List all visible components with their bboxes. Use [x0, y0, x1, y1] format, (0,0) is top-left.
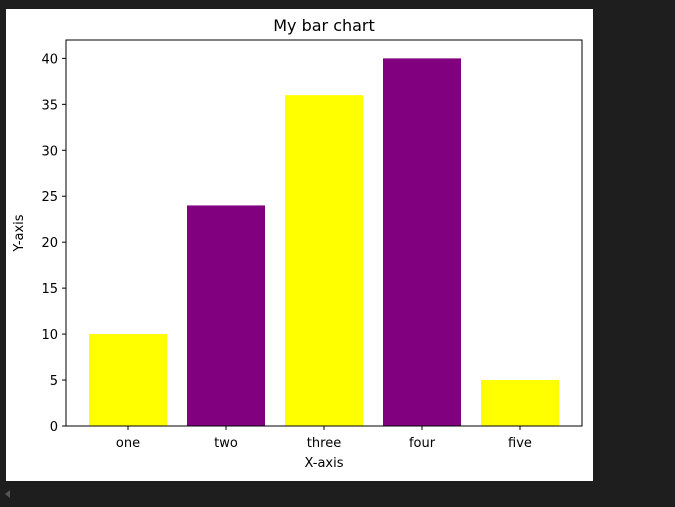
y-tick-label: 30	[41, 144, 58, 159]
bar-three	[285, 95, 363, 427]
x-tick-label: five	[508, 436, 532, 451]
bars-group	[89, 58, 559, 427]
y-tick-label: 25	[41, 190, 58, 205]
x-axis-ticks: one two three four five	[116, 426, 532, 451]
bar-one	[89, 334, 167, 426]
y-tick-label: 20	[41, 236, 58, 251]
y-tick-label: 15	[41, 282, 58, 297]
x-tick-label: two	[214, 436, 238, 451]
y-tick-label: 40	[41, 52, 58, 67]
scroll-left-icon[interactable]	[5, 490, 10, 498]
y-tick-label: 5	[50, 374, 58, 389]
bar-five	[481, 380, 559, 426]
bar-four	[383, 58, 461, 426]
chart-title: My bar chart	[273, 16, 375, 35]
x-tick-label: one	[116, 436, 140, 451]
y-axis-ticks: 0 5 10 15 20 25 30 35 40	[41, 52, 66, 435]
chart-figure: My bar chart 0 5 10 15 20 25 30 35 40 one two thre…	[6, 9, 593, 481]
y-tick-label: 0	[50, 420, 58, 435]
y-tick-label: 10	[41, 328, 58, 343]
x-tick-label: three	[307, 436, 341, 451]
x-axis-label: X-axis	[305, 456, 344, 471]
y-tick-label: 35	[41, 98, 58, 113]
plot-frame	[65, 39, 583, 427]
bar-chart: My bar chart 0 5 10 15 20 25 30 35 40 one two thre…	[12, 16, 583, 471]
y-axis-label: Y-axis	[12, 214, 27, 252]
x-tick-label: four	[409, 436, 436, 451]
bar-two	[187, 205, 265, 426]
